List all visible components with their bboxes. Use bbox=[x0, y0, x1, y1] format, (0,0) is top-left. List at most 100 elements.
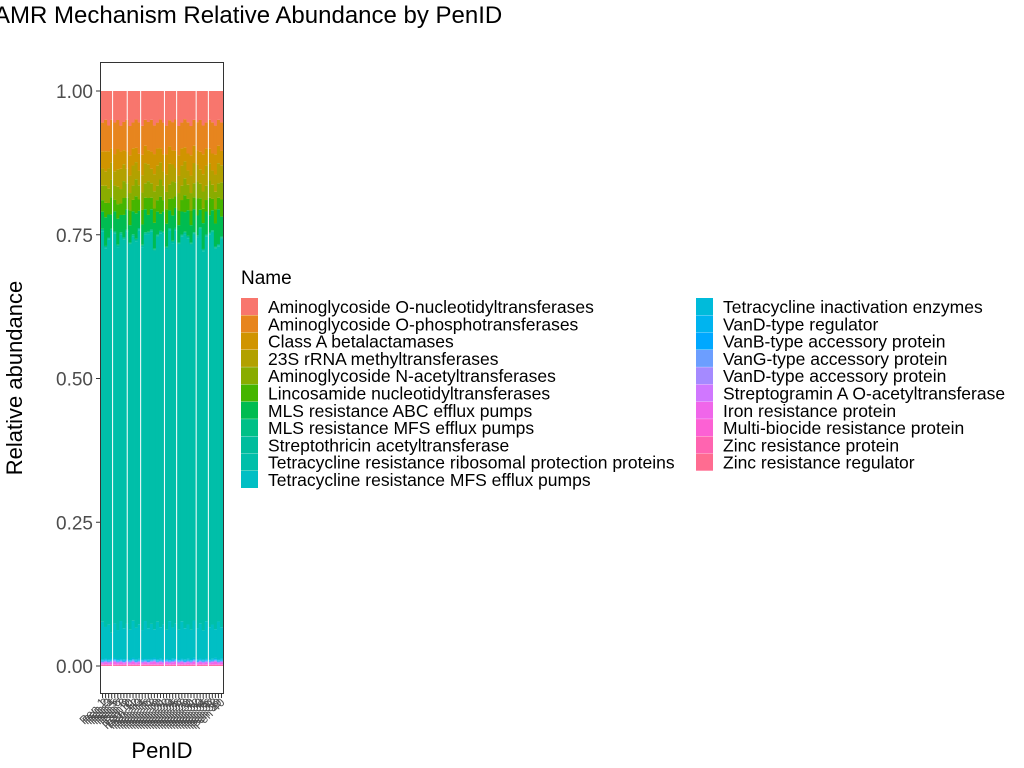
bar-segment bbox=[180, 658, 184, 660]
bar-segment bbox=[177, 662, 181, 664]
bar-segment bbox=[155, 662, 160, 664]
bar-segment bbox=[201, 91, 206, 126]
bar-segment bbox=[155, 661, 160, 663]
bar-segment bbox=[131, 185, 135, 200]
bar-segment bbox=[131, 661, 135, 665]
bar-segment bbox=[119, 621, 123, 659]
bar-segment bbox=[210, 662, 215, 663]
bar-segment bbox=[195, 659, 199, 661]
bar-segment bbox=[122, 214, 126, 238]
bar-segment bbox=[201, 660, 206, 662]
bar-segment bbox=[116, 661, 120, 662]
bar-segment bbox=[189, 225, 193, 243]
bar-segment bbox=[101, 228, 105, 231]
bar-segment bbox=[216, 659, 221, 661]
bar-segment bbox=[195, 91, 199, 123]
bar-segment bbox=[183, 661, 187, 663]
bar-segment bbox=[201, 191, 206, 209]
bar-segment bbox=[110, 229, 114, 232]
bar-segment bbox=[131, 660, 135, 661]
bar-segment bbox=[219, 150, 224, 166]
bar-segment bbox=[171, 150, 175, 165]
bar-segment bbox=[192, 163, 196, 184]
legend-swatch bbox=[241, 384, 258, 402]
plot-area bbox=[101, 91, 224, 666]
bar-segment bbox=[137, 122, 142, 154]
bar-segment bbox=[152, 629, 157, 658]
bar-segment bbox=[128, 664, 132, 666]
bar-segment bbox=[186, 660, 190, 662]
bar-segment bbox=[140, 91, 145, 126]
bar-segment bbox=[168, 230, 172, 622]
bar-segment bbox=[134, 147, 138, 163]
bar-segment bbox=[131, 235, 135, 237]
bar-segment bbox=[186, 198, 190, 211]
bar-segment bbox=[213, 659, 218, 661]
bar-segment bbox=[177, 244, 181, 630]
bar-segment bbox=[186, 662, 190, 665]
bar-segment bbox=[165, 664, 169, 665]
bar-segment bbox=[195, 665, 199, 666]
bar-segment bbox=[146, 164, 151, 182]
bar-segment bbox=[158, 232, 163, 234]
bar-segment bbox=[152, 125, 157, 155]
bar-segment bbox=[128, 661, 132, 662]
bar-segment bbox=[165, 661, 169, 663]
bar-segment bbox=[168, 621, 172, 660]
bar-segment bbox=[219, 662, 224, 665]
legend-label: VanD-type accessory protein bbox=[723, 366, 946, 386]
bar-segment bbox=[116, 665, 120, 666]
bar-segment bbox=[216, 665, 221, 666]
bar-segment bbox=[137, 91, 142, 123]
bar-segment bbox=[122, 660, 126, 661]
bar-segment bbox=[155, 91, 160, 123]
bar-segment bbox=[162, 154, 166, 172]
bar-segment bbox=[168, 228, 172, 230]
bar-segment bbox=[192, 661, 196, 665]
bar-segment bbox=[180, 621, 184, 659]
bar-segment bbox=[213, 664, 218, 666]
bar-segment bbox=[219, 665, 224, 666]
bar-segment bbox=[140, 660, 145, 661]
bar-segment bbox=[195, 236, 199, 238]
bar-segment bbox=[119, 661, 123, 663]
bar-segment bbox=[207, 148, 212, 164]
bar-segment bbox=[183, 662, 187, 663]
bar-segment bbox=[128, 664, 132, 665]
bar-segment bbox=[186, 237, 190, 239]
bar-segment bbox=[110, 214, 114, 229]
bar-segment bbox=[201, 661, 206, 662]
bar-segment bbox=[113, 660, 117, 662]
bar-segment bbox=[213, 661, 218, 662]
bar-segment bbox=[216, 119, 221, 146]
bar-segment bbox=[213, 154, 218, 175]
bar-segment bbox=[131, 234, 135, 236]
bar-segment bbox=[219, 664, 224, 665]
bar-segment bbox=[207, 180, 212, 198]
bar-segment bbox=[113, 91, 117, 123]
bar-segment bbox=[174, 659, 178, 660]
bar-segment bbox=[134, 627, 138, 660]
bar-segment bbox=[152, 222, 157, 249]
bar-segment bbox=[140, 660, 145, 662]
bar-segment bbox=[113, 664, 117, 665]
bar-segment bbox=[177, 125, 181, 156]
bar-segment bbox=[216, 661, 221, 663]
bar-segment bbox=[183, 161, 187, 179]
bar-segment bbox=[174, 207, 178, 228]
bar-segment bbox=[201, 251, 206, 631]
bar-segment bbox=[128, 660, 132, 662]
bar-segment bbox=[171, 661, 175, 663]
bar-segment bbox=[180, 659, 184, 661]
bar-segment bbox=[180, 662, 184, 665]
bar-segment bbox=[131, 665, 135, 666]
bar-segment bbox=[198, 151, 203, 170]
bar-segment bbox=[143, 660, 148, 661]
bar-segment bbox=[128, 193, 132, 211]
legend-label: MLS resistance MFS efflux pumps bbox=[268, 418, 534, 438]
bar-segment bbox=[186, 153, 190, 171]
bar-segment bbox=[128, 665, 132, 666]
bar-segment bbox=[116, 660, 120, 662]
bar-segment bbox=[219, 627, 224, 659]
